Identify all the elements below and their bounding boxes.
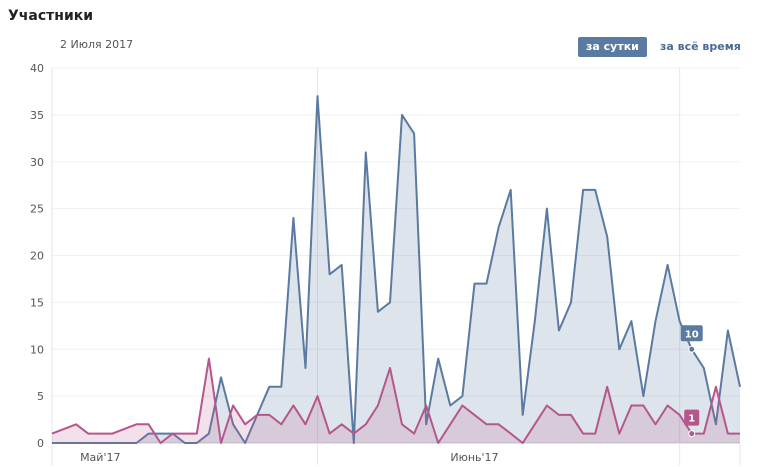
series-area-0 bbox=[52, 96, 740, 443]
y-tick-label: 5 bbox=[37, 390, 44, 403]
y-tick-label: 20 bbox=[30, 250, 44, 263]
value-flag-label-0: 10 bbox=[685, 329, 699, 340]
y-tick-label: 30 bbox=[30, 156, 44, 169]
y-tick-label: 25 bbox=[30, 203, 44, 216]
series-line-1 bbox=[51, 357, 740, 444]
series-line-0 bbox=[52, 95, 741, 444]
value-flag-0 bbox=[680, 325, 703, 342]
x-tick-label: Июнь'17 bbox=[450, 451, 498, 464]
y-tick-label: 15 bbox=[30, 296, 44, 309]
x-tick-label: Май'17 bbox=[80, 451, 120, 464]
page-title: Участники bbox=[8, 8, 94, 24]
value-flag-label-1: 1 bbox=[688, 414, 695, 425]
series-marker-0 bbox=[688, 345, 696, 353]
toggle-all-time-button[interactable]: за всё время bbox=[660, 40, 741, 53]
y-tick-label: 40 bbox=[30, 62, 44, 75]
series-marker-1 bbox=[688, 430, 696, 438]
y-tick-label: 10 bbox=[30, 343, 44, 356]
toggle-daily-button[interactable]: за сутки bbox=[578, 37, 647, 57]
chart-date: 2 Июля 2017 bbox=[60, 38, 134, 51]
y-tick-label: 35 bbox=[30, 109, 44, 122]
value-flag-1 bbox=[684, 409, 700, 426]
y-tick-label: 0 bbox=[37, 437, 44, 450]
